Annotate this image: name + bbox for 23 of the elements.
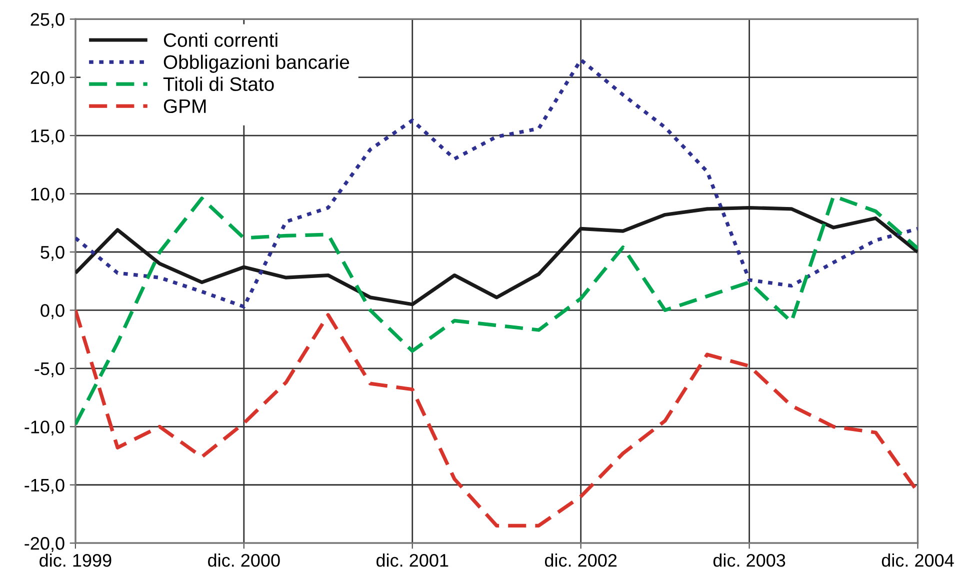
line-series <box>75 308 918 528</box>
y-tick-label: -10,0 <box>24 420 64 436</box>
legend-label: GPM <box>164 99 206 114</box>
line-series <box>75 194 918 426</box>
y-tick-label: -20,0 <box>24 537 64 552</box>
y-tick-label: 20,0 <box>30 71 64 86</box>
legend-label: Titoli di Stato <box>163 76 274 92</box>
line-series <box>75 206 918 306</box>
x-tick-label: dic. 2002 <box>544 554 617 567</box>
y-tick-label: -15,0 <box>24 478 64 494</box>
x-tick-label: dic. 2004 <box>882 554 954 567</box>
legend-label: Obbligazioni bancarie <box>164 54 350 73</box>
x-tick-label: dic. 1999 <box>40 554 112 567</box>
x-tick-label: dic. 2003 <box>713 554 786 567</box>
y-tick-label: 0,0 <box>40 304 64 320</box>
y-tick-label: 10,0 <box>31 188 64 203</box>
x-tick-label: dic. 2001 <box>376 554 448 567</box>
y-tick-label: 25,0 <box>30 13 64 28</box>
y-tick-label: 15,0 <box>31 129 64 144</box>
legend-label: Conti correnti <box>164 32 278 47</box>
y-tick-label: 5,0 <box>40 246 64 261</box>
x-tick-label: dic. 2000 <box>208 554 280 567</box>
y-tick-label: -5,0 <box>34 362 64 378</box>
